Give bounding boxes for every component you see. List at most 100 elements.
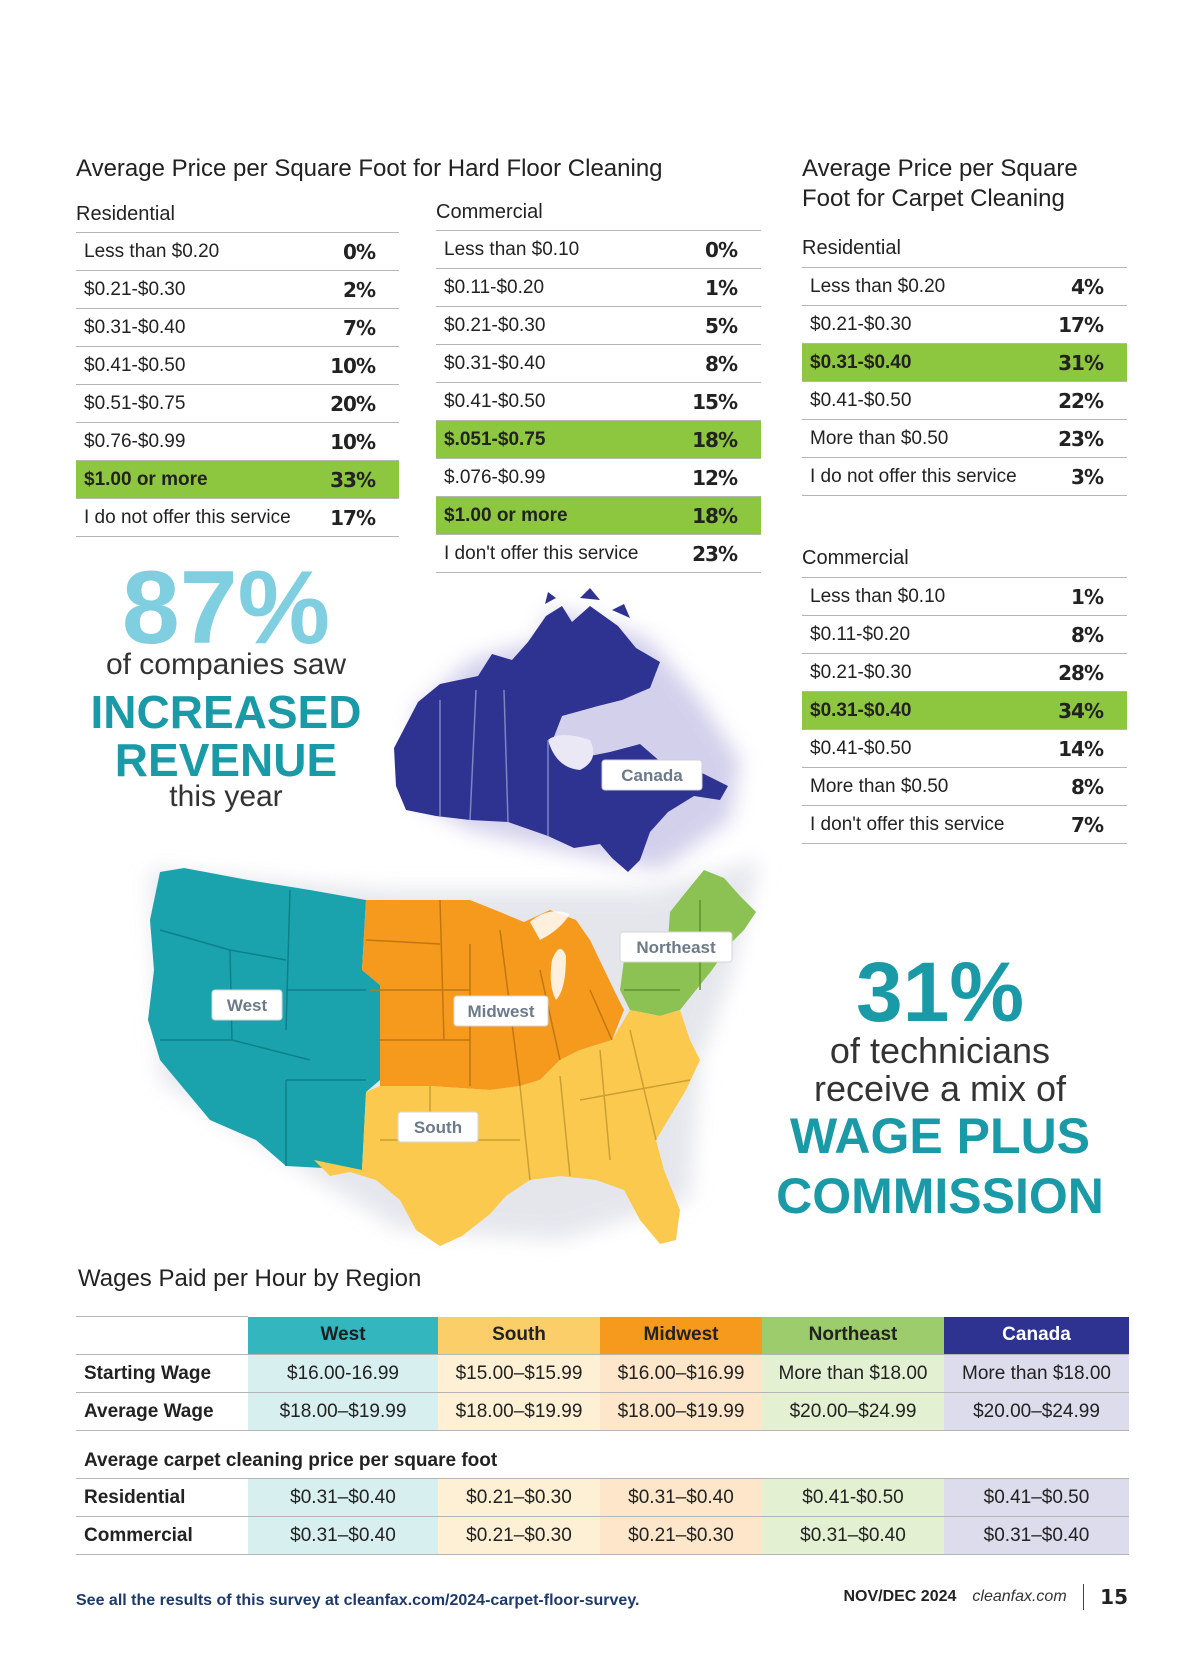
residential-price-canada: $0.41–$0.50: [944, 1478, 1129, 1517]
hard-floor-residential-label: Residential: [76, 203, 175, 225]
price-percent: 22%: [1043, 381, 1127, 420]
starting-wage-row: Starting Wage $16.00-16.99 $15.00–$15.99…: [76, 1354, 1129, 1393]
price-percent: 15%: [674, 382, 761, 421]
wages-header-west: West: [248, 1316, 438, 1355]
starting-wage-south: $15.00–$15.99: [438, 1354, 600, 1393]
wages-header-northeast: Northeast: [762, 1316, 944, 1355]
price-row: $0.21-$0.30 5%: [436, 306, 761, 345]
price-row: $0.41-$0.50 10%: [76, 346, 399, 385]
price-range: I do not offer this service: [802, 457, 1044, 496]
svg-text:South: South: [414, 1118, 462, 1137]
commercial-price-west: $0.31–$0.40: [248, 1516, 438, 1555]
price-row: $0.21-$0.30 17%: [802, 305, 1127, 344]
midwest-region: [362, 900, 624, 1090]
residential-price-west: $0.31–$0.40: [248, 1478, 438, 1517]
price-range: $0.11-$0.20: [802, 615, 1041, 654]
price-range: $1.00 or more: [436, 496, 675, 535]
price-range: $0.21-$0.30: [802, 653, 1041, 692]
price-percent: 3%: [1043, 457, 1127, 496]
price-range: I don't offer this service: [436, 534, 675, 573]
price-row: $0.76-$0.99 10%: [76, 422, 399, 461]
hard-floor-residential-table: Less than $0.20 0% $0.21-$0.30 2% $0.31-$0.4…: [76, 232, 399, 537]
page-footer: NOV/DEC 2024 cleanfax.com 15: [843, 1584, 1128, 1610]
starting-wage-label: Starting Wage: [76, 1354, 248, 1393]
price-row: $0.31-$0.40 7%: [76, 308, 399, 347]
price-range: $0.31-$0.40: [802, 343, 1044, 382]
carpet-commercial-table: Less than $0.10 1% $0.11-$0.20 8% $0.21-$0.3…: [802, 577, 1127, 844]
average-wage-canada: $20.00–$24.99: [944, 1392, 1129, 1431]
price-row: $0.11-$0.20 8%: [802, 615, 1127, 654]
residential-price-northeast: $0.41-$0.50: [762, 1478, 944, 1517]
price-percent: 14%: [1040, 729, 1127, 768]
average-wage-west: $18.00–$19.99: [248, 1392, 438, 1431]
west-map-label: West: [211, 989, 283, 1021]
south-map-label: South: [397, 1111, 479, 1143]
price-row: More than $0.50 23%: [802, 419, 1127, 458]
wages-table: West South Midwest Northeast Canada Star…: [76, 1316, 1129, 1555]
carpet-title-line1: Average Price per Square: [802, 155, 1078, 182]
price-row: I don't offer this service 7%: [802, 805, 1127, 844]
price-percent: 2%: [316, 270, 399, 309]
price-percent: 20%: [316, 384, 399, 423]
price-range: $0.41-$0.50: [436, 382, 675, 421]
wage-stat-caps1: WAGE PLUS: [760, 1110, 1120, 1163]
price-percent: 10%: [316, 346, 399, 385]
wages-header-canada: Canada: [944, 1316, 1129, 1355]
footer-divider: [1082, 1584, 1085, 1610]
price-range: $0.41-$0.50: [802, 381, 1044, 420]
average-wage-northeast: $20.00–$24.99: [762, 1392, 944, 1431]
wages-header-south: South: [438, 1316, 600, 1355]
svg-text:Northeast: Northeast: [636, 938, 716, 957]
svg-text:West: West: [227, 996, 268, 1015]
average-wage-row: Average Wage $18.00–$19.99 $18.00–$19.99…: [76, 1392, 1129, 1431]
wage-stat-line2: receive a mix of: [813, 1068, 1067, 1109]
price-range: $.051-$0.75: [436, 420, 675, 459]
price-row: $0.31-$0.40 8%: [436, 344, 761, 383]
issue-date: NOV/DEC 2024: [843, 1588, 957, 1605]
price-range: $0.11-$0.20: [436, 268, 675, 307]
price-range: $0.21-$0.30: [802, 305, 1044, 344]
commercial-price-canada: $0.31–$0.40: [944, 1516, 1129, 1555]
price-row: More than $0.50 8%: [802, 767, 1127, 806]
price-range: Less than $0.10: [436, 230, 675, 269]
price-row: $.051-$0.75 18%: [436, 420, 761, 459]
price-percent: 7%: [316, 308, 399, 347]
price-row: I do not offer this service 3%: [802, 457, 1127, 496]
carpet-commercial-label: Commercial: [802, 547, 909, 569]
price-range: $1.00 or more: [76, 460, 317, 499]
price-row: Less than $0.20 4%: [802, 267, 1127, 306]
revenue-stat-caps2: REVENUE: [114, 734, 338, 786]
residential-price-row: Residential $0.31–$0.40 $0.21–$0.30 $0.3…: [76, 1478, 1129, 1517]
price-row: Less than $0.20 0%: [76, 232, 399, 271]
price-row: Less than $0.10 1%: [802, 577, 1127, 616]
price-range: $.076-$0.99: [436, 458, 675, 497]
price-range: $0.51-$0.75: [76, 384, 317, 423]
price-percent: 4%: [1043, 267, 1127, 306]
price-range: $0.76-$0.99: [76, 422, 317, 461]
price-percent: 7%: [1040, 805, 1127, 844]
price-row: Less than $0.10 0%: [436, 230, 761, 269]
revenue-stat-line1: of companies saw: [105, 648, 347, 681]
price-percent: 33%: [316, 460, 399, 499]
survey-results-link[interactable]: See all the results of this survey at cl…: [76, 1592, 640, 1609]
price-row: $0.31-$0.40 31%: [802, 343, 1127, 382]
northeast-map-label: Northeast: [619, 931, 733, 963]
hard-floor-title: Average Price per Square Foot for Hard F…: [76, 155, 663, 182]
commercial-price-northeast: $0.31–$0.40: [762, 1516, 944, 1555]
price-percent: 0%: [316, 232, 399, 271]
price-range: More than $0.50: [802, 419, 1044, 458]
price-row: I do not offer this service 17%: [76, 498, 399, 537]
price-percent: 23%: [1043, 419, 1127, 458]
carpet-price-section-row: Average carpet cleaning price per square…: [76, 1430, 1129, 1479]
residential-price-south: $0.21–$0.30: [438, 1478, 600, 1517]
price-range: $0.31-$0.40: [802, 691, 1041, 730]
price-range: $0.21-$0.30: [436, 306, 675, 345]
price-row: $0.51-$0.75 20%: [76, 384, 399, 423]
commercial-price-midwest: $0.21–$0.30: [600, 1516, 762, 1555]
south-region: [314, 1010, 700, 1246]
price-row: $0.11-$0.20 1%: [436, 268, 761, 307]
carpet-price-section-label: Average carpet cleaning price per square…: [76, 1430, 1129, 1479]
price-range: I don't offer this service: [802, 805, 1041, 844]
price-row: $0.41-$0.50 22%: [802, 381, 1127, 420]
